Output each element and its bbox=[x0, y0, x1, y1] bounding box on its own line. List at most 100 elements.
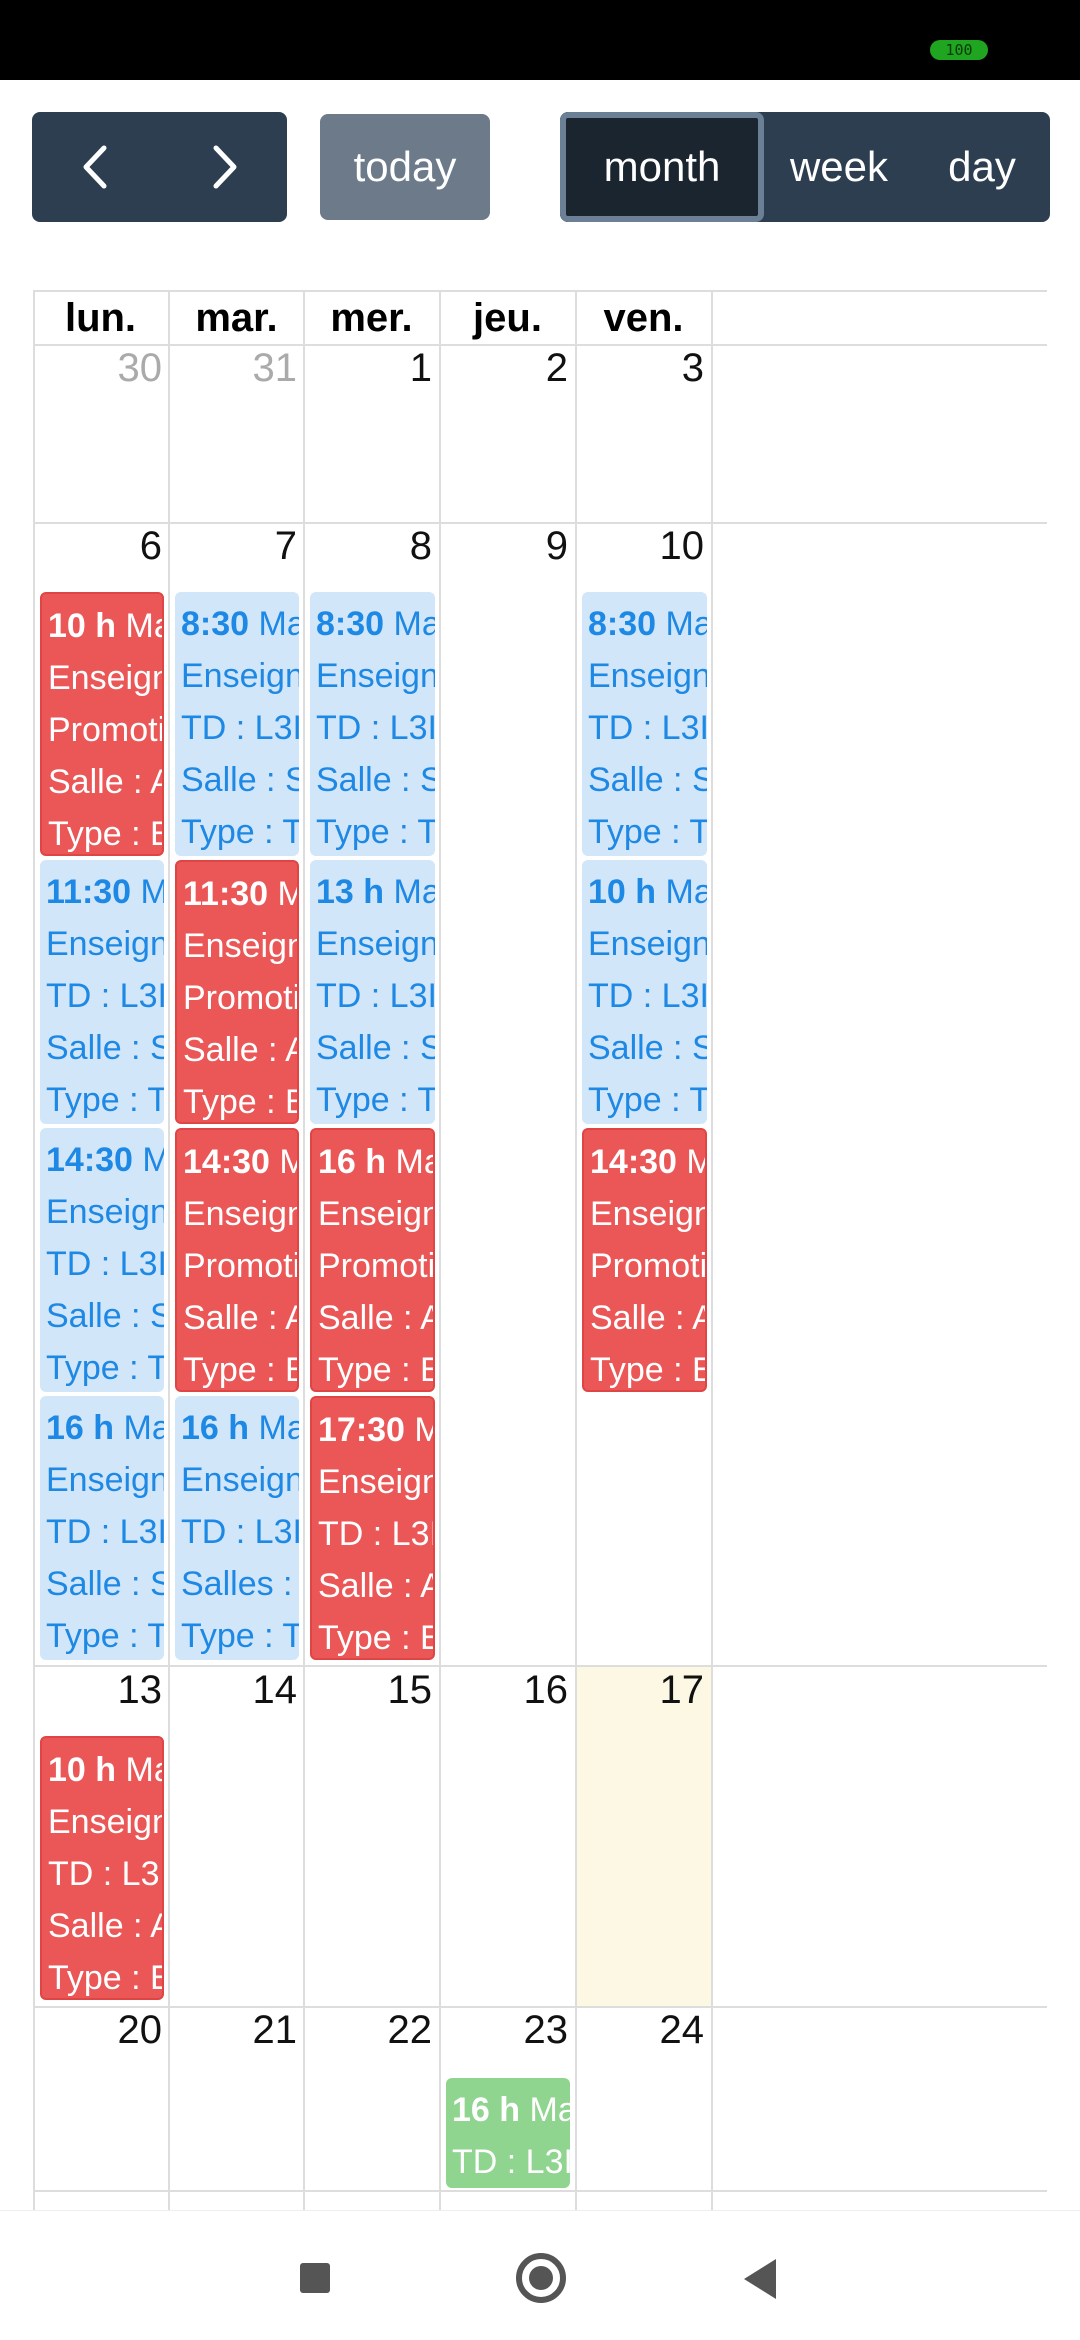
day-number[interactable]: 1 bbox=[409, 346, 432, 390]
event-line: Enseignant bbox=[181, 657, 299, 695]
event-title: Matiè bbox=[395, 1143, 434, 1181]
calendar-toolbar: today month week day bbox=[0, 112, 1080, 222]
event-time: 11:30 bbox=[46, 873, 132, 911]
calendar-event[interactable]: 16 h Matiè Enseignant Promotion Salle : … bbox=[310, 1128, 435, 1392]
event-line: Salle : Stat bbox=[316, 1029, 435, 1067]
day-number[interactable]: 10 bbox=[659, 524, 705, 568]
event-title: Matiè bbox=[123, 1409, 165, 1447]
day-number[interactable]: 2 bbox=[545, 346, 568, 390]
month-view-button[interactable]: month bbox=[560, 112, 764, 222]
event-time: 17:30 bbox=[318, 1411, 405, 1449]
today-button[interactable]: today bbox=[320, 114, 490, 220]
back-icon[interactable] bbox=[744, 2259, 776, 2299]
calendar-event[interactable]: 8:30 Matiè Enseignant TD : L3INF( Salle … bbox=[582, 592, 707, 856]
event-line: Enseignant bbox=[588, 925, 707, 963]
event-line: Salle : Amp bbox=[318, 1299, 433, 1337]
event-title: Matiè bbox=[529, 2091, 571, 2129]
calendar-event[interactable]: 17:30 Mati Enseignant TD : L3INF( Salle … bbox=[310, 1396, 435, 1660]
prev-button[interactable] bbox=[32, 112, 159, 222]
day-number[interactable]: 22 bbox=[387, 2008, 433, 2052]
chevron-left-icon bbox=[83, 145, 106, 189]
month-calendar: lun. mar. mer. jeu. ven. 30 31 1 2 3 6 7… bbox=[33, 290, 1047, 2210]
calendar-event[interactable]: 14:30 Mati Enseignant Promotion Salle : … bbox=[175, 1128, 299, 1392]
home-icon[interactable] bbox=[516, 2253, 566, 2303]
event-line: TD : L3INF( bbox=[46, 1245, 164, 1283]
event-line: Salle : Amp bbox=[318, 1567, 433, 1605]
day-number[interactable]: 20 bbox=[117, 2008, 163, 2052]
calendar-event[interactable]: 14:30 Mati Enseignant TD : L3INF( Salle … bbox=[40, 1128, 164, 1392]
event-line: Type : TP bbox=[588, 813, 707, 851]
calendar-event[interactable]: 16 h Matiè Enseignant TD : L3INF( Salles… bbox=[175, 1396, 299, 1660]
next-button[interactable] bbox=[160, 112, 287, 222]
event-title: Mati bbox=[686, 1143, 705, 1181]
event-title: Matiè bbox=[125, 1751, 163, 1789]
calendar-event[interactable]: 14:30 Mati Enseignant Promotion Salle : … bbox=[582, 1128, 707, 1392]
day-number[interactable]: 21 bbox=[252, 2008, 298, 2052]
day-number[interactable]: 16 bbox=[523, 1668, 569, 1712]
day-number[interactable]: 6 bbox=[139, 524, 162, 568]
event-line: Type : TP bbox=[316, 813, 435, 851]
calendar-event[interactable]: 16 h Matiè TD : L3INF( bbox=[446, 2078, 570, 2188]
day-number[interactable]: 31 bbox=[252, 346, 298, 390]
day-number[interactable]: 30 bbox=[117, 346, 163, 390]
day-number[interactable]: 9 bbox=[545, 524, 568, 568]
calendar-event[interactable]: 11:30 Mati Enseignant TD : L3INF( Salle … bbox=[40, 860, 164, 1124]
week-view-button[interactable]: week bbox=[789, 143, 889, 190]
event-line: TD : L3INF( bbox=[588, 709, 707, 747]
event-line: Promotion bbox=[48, 711, 162, 749]
calendar-event[interactable]: 10 h Matiè Enseignant TD : L3INF( Salle … bbox=[40, 1736, 164, 2000]
event-line: Type : Eval bbox=[318, 1619, 433, 1657]
event-time: 14:30 bbox=[46, 1141, 133, 1179]
day-view-button[interactable]: day bbox=[948, 143, 1016, 190]
grid-line bbox=[575, 290, 577, 2210]
chevron-right-icon bbox=[213, 145, 236, 189]
event-title: Mati bbox=[278, 875, 297, 913]
event-line: Enseignant bbox=[316, 657, 435, 695]
grid-line bbox=[33, 2006, 1047, 2008]
calendar-event[interactable]: 13 h Matiè Enseignant TD : L3INF( Salle … bbox=[310, 860, 435, 1124]
event-line: TD : L3INF( bbox=[318, 1515, 433, 1553]
event-title: Mati bbox=[140, 873, 164, 911]
calendar-event[interactable]: 8:30 Matiè Enseignant TD : L3INF( Salle … bbox=[310, 592, 435, 856]
grid-line bbox=[33, 344, 1047, 346]
event-line: Salle : Amp bbox=[48, 1907, 162, 1945]
day-number[interactable]: 17 bbox=[659, 1668, 705, 1712]
weekday-header-wed: mer. bbox=[330, 296, 413, 340]
event-line: Enseignant bbox=[48, 659, 162, 697]
view-switcher: month week day bbox=[560, 112, 1050, 222]
event-title: Mati bbox=[279, 1143, 297, 1181]
weekday-header-thu: jeu. bbox=[473, 296, 542, 340]
calendar-event[interactable]: 8:30 Matiè Enseignant TD : L3INF( Salle … bbox=[175, 592, 299, 856]
event-line: Salles : S5 bbox=[181, 1565, 299, 1603]
event-line: Enseignant bbox=[48, 1803, 162, 1841]
day-number[interactable]: 23 bbox=[523, 2008, 569, 2052]
day-number[interactable]: 24 bbox=[659, 2008, 705, 2052]
event-line: Salle : Amp bbox=[183, 1031, 297, 1069]
calendar-event[interactable]: 10 h Matiè Enseignant Promotion Salle : … bbox=[40, 592, 164, 856]
calendar-event[interactable]: 10 h Matiè Enseignant TD : L3INF( Salle … bbox=[582, 860, 707, 1124]
event-line: TD : L3INF( bbox=[181, 709, 299, 747]
event-line: Enseignant bbox=[318, 1195, 433, 1233]
event-time: 8:30 bbox=[588, 605, 657, 643]
day-number[interactable]: 3 bbox=[681, 346, 704, 390]
event-line: Type : Eval bbox=[183, 1351, 297, 1389]
calendar-event[interactable]: 16 h Matiè Enseignant TD : L3INF( Salle … bbox=[40, 1396, 164, 1660]
event-line: TD : L3INF( bbox=[316, 977, 435, 1015]
recent-apps-icon[interactable] bbox=[300, 2263, 330, 2293]
event-line: Promotion bbox=[590, 1247, 705, 1285]
day-number[interactable]: 14 bbox=[252, 1668, 298, 1712]
event-line: Type : Evalu bbox=[590, 1351, 705, 1389]
event-line: Enseignant bbox=[316, 925, 435, 963]
day-number[interactable]: 15 bbox=[387, 1668, 433, 1712]
day-number[interactable]: 7 bbox=[274, 524, 297, 568]
status-bar: 100 bbox=[0, 0, 1080, 80]
event-line: Promotion bbox=[183, 979, 297, 1017]
event-line: Type : TD bbox=[46, 1081, 164, 1119]
today-cell[interactable] bbox=[577, 1666, 711, 2006]
calendar-event[interactable]: 11:30 Mati Enseignant Promotion Salle : … bbox=[175, 860, 299, 1124]
grid-line bbox=[711, 290, 713, 2210]
day-number[interactable]: 8 bbox=[409, 524, 432, 568]
event-title: Matiè bbox=[258, 1409, 300, 1447]
event-line: Type : TP bbox=[181, 1617, 299, 1655]
day-number[interactable]: 13 bbox=[117, 1668, 163, 1712]
